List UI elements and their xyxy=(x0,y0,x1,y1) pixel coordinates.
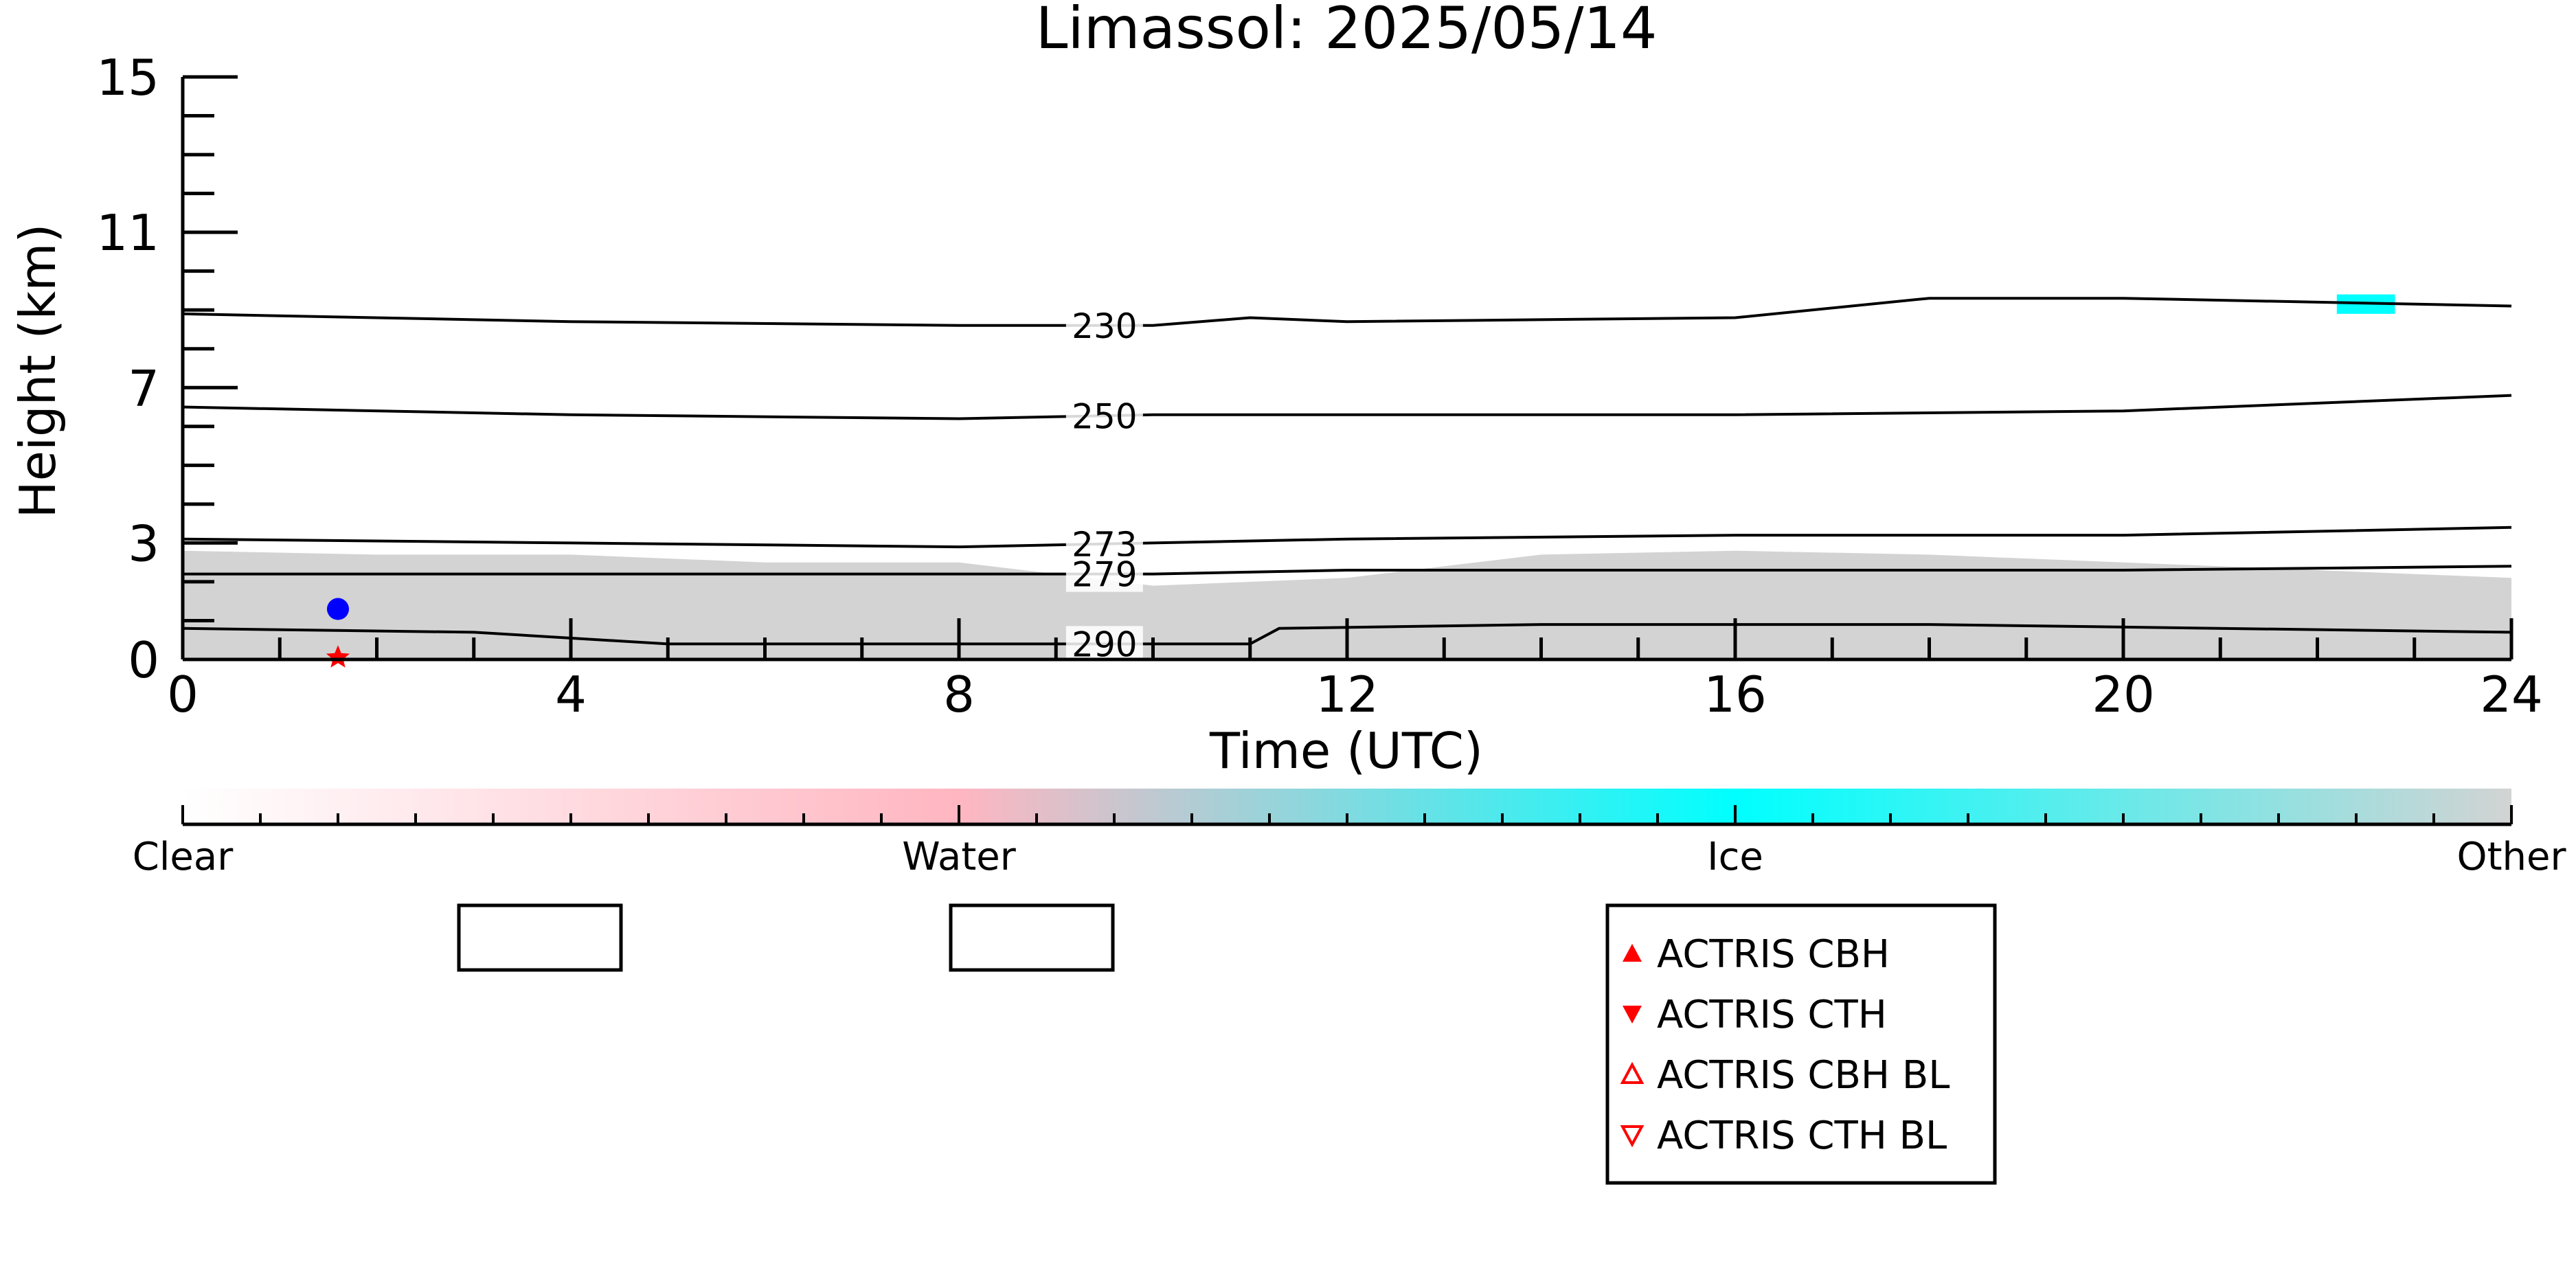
legend-label-1: ACTRIS CTH xyxy=(1657,993,1887,1037)
chart-title: Limassol: 2025/05/14 xyxy=(1036,0,1658,62)
axes: 0 3 7 11 15 0 4 8 12 16 20 24 xyxy=(96,49,2542,723)
contour-label-bg-290 xyxy=(1065,626,1143,662)
contour-250 xyxy=(182,394,2512,420)
colorbar-axis: Clear Water Ice Other xyxy=(133,805,2566,879)
legend-marker-1 xyxy=(1623,1006,1642,1024)
y-axis-label: Height (km) xyxy=(9,224,67,519)
x-tick-label-0: 0 xyxy=(167,666,199,723)
legend-box-empty-2 xyxy=(949,903,1115,972)
y-tick-label-7: 7 xyxy=(128,359,159,417)
contour-273 xyxy=(182,526,2512,549)
legend-label-3: ACTRIS CTH BL xyxy=(1657,1114,1947,1158)
region-other-0 xyxy=(183,550,2511,659)
y-tick-label-3: 3 xyxy=(128,515,159,572)
colorbar: Clear Water Ice Other xyxy=(133,789,2566,879)
y-tick-label-11: 11 xyxy=(96,204,159,262)
legend-label-2: ACTRIS CBH BL xyxy=(1657,1053,1950,1098)
legend-box-empty-1 xyxy=(457,903,623,972)
x-tick-label-20: 20 xyxy=(2092,666,2155,723)
x-tick-label-12: 12 xyxy=(1315,666,1379,723)
contour-label-bg-230 xyxy=(1065,307,1143,343)
legend: ACTRIS CBH ACTRIS CTH ACTRIS CBH BL ACTRIS … xyxy=(1605,903,1997,1185)
contour-279 xyxy=(183,565,2512,576)
x-tick-label-4: 4 xyxy=(555,666,587,723)
contour-label-bg-273 xyxy=(1065,526,1143,562)
blue-marker xyxy=(327,598,349,620)
contour-label-bg-279 xyxy=(1065,556,1143,592)
legend-marker-3 xyxy=(1620,1125,1645,1148)
contour-label-230: 230 xyxy=(1072,306,1137,346)
colorbar-label-other: Other xyxy=(2456,835,2566,879)
red-star-marker xyxy=(326,645,350,668)
x-axis-label: Time (UTC) xyxy=(1209,722,1483,780)
x-tick-label-24: 24 xyxy=(2480,666,2543,723)
legend-label-0: ACTRIS CBH xyxy=(1657,932,1890,977)
contour-label-279: 279 xyxy=(1072,555,1137,595)
contour-230 xyxy=(182,297,2512,327)
colorbar-label-ice: Ice xyxy=(1707,835,1763,879)
y-tick-label-0: 0 xyxy=(128,631,159,689)
x-tick-label-16: 16 xyxy=(1704,666,1767,723)
legend-marker-0 xyxy=(1623,944,1642,962)
colorbar-label-clear: Clear xyxy=(133,835,234,879)
colorbar-label-water: Water xyxy=(902,835,1017,879)
y-tick-label-15: 15 xyxy=(96,49,159,106)
contour-label-bg-250 xyxy=(1065,398,1143,434)
contour-label-250: 250 xyxy=(1072,396,1137,436)
x-tick-label-8: 8 xyxy=(943,666,975,723)
legend-marker-2 xyxy=(1620,1061,1645,1084)
legend-frame xyxy=(1605,903,1997,1185)
legend-entries: ACTRIS CBH ACTRIS CTH ACTRIS CBH BL ACTRIS … xyxy=(1620,932,1950,1158)
